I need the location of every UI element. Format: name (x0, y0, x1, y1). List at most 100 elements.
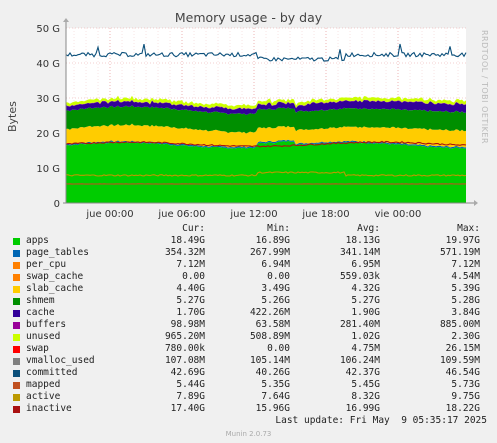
legend-value-max: 46.54G (445, 367, 480, 378)
legend-value-max: 885.00M (439, 319, 480, 330)
legend-value-avg: 4.32G (351, 283, 380, 294)
legend-value-max: 571.19M (439, 247, 480, 258)
legend-series-name: committed (26, 367, 78, 378)
area-buffers (66, 99, 466, 110)
legend-value-avg: 5.27G (351, 295, 380, 306)
legend-series-name: apps (26, 235, 49, 246)
legend-value-avg: 42.37G (345, 367, 380, 378)
legend-value-cur: 965.20M (164, 331, 205, 342)
legend-swatch (13, 370, 20, 377)
legend-value-cur: 107.08M (164, 355, 205, 366)
legend-series-name: swap_cache (26, 271, 84, 282)
legend-swatch (13, 286, 20, 293)
legend-value-avg: 1.90G (351, 307, 380, 318)
legend-value-max: 5.39G (451, 283, 480, 294)
legend-value-cur: 4.40G (176, 283, 205, 294)
legend-value-cur: 7.12M (176, 259, 205, 270)
legend-value-avg: 106.24M (339, 355, 380, 366)
legend-value-min: 63.58M (255, 319, 290, 330)
legend-series-name: shmem (26, 295, 55, 306)
legend-swatch (13, 322, 20, 329)
legend-value-cur: 42.69G (170, 367, 205, 378)
line-committed (65, 43, 467, 62)
legend-swatch (13, 262, 20, 269)
legend-value-avg: 4.75M (351, 343, 380, 354)
last-update: Last update: Fri May 9 05:35:17 2025 (275, 415, 487, 426)
y-axis-arrow (63, 18, 69, 22)
chart-title: Memory usage - by day (174, 10, 323, 25)
legend-value-min: 7.64G (261, 391, 290, 402)
y-tick-label: 40 G (36, 59, 60, 70)
area-cache (66, 100, 466, 115)
axes: 0 10 G 20 G 30 G 40 G 50 G jue 00:00 jue 06:00 j… (36, 18, 478, 220)
legend-value-min: 422.26M (249, 307, 290, 318)
x-tick-label: jue 00:00 (85, 209, 133, 220)
legend-series-name: page_tables (26, 247, 89, 258)
legend-value-max: 109.59M (439, 355, 480, 366)
legend-value-cur: 7.89G (176, 391, 205, 402)
legend-series-name: active (26, 391, 61, 402)
area-shmem (66, 105, 466, 134)
legend-value-cur: 0.00 (182, 271, 205, 282)
legend-value-avg: 5.45G (351, 379, 380, 390)
legend-value-avg: 281.40M (339, 319, 380, 330)
x-axis-arrow (474, 200, 478, 206)
legend-swatch (13, 238, 20, 245)
legend-swatch (13, 358, 20, 365)
legend-swatch (13, 382, 20, 389)
legend-value-max: 9.75G (451, 391, 480, 402)
rrdtool-watermark: RRDTOOL / TOBI OETIKER (480, 30, 489, 145)
legend-series-name: swap (26, 343, 49, 354)
legend-value-max: 26.15M (445, 343, 480, 354)
line-active (66, 171, 467, 177)
area-unused (66, 95, 466, 110)
stacked-areas (66, 95, 466, 203)
legend-swatch (13, 310, 20, 317)
legend-value-min: 508.89M (249, 331, 290, 342)
legend-swatch (13, 250, 20, 257)
x-tick-label: vie 00:00 (375, 209, 422, 220)
munin-version: Munin 2.0.73 (225, 430, 272, 438)
legend-value-cur: 1.70G (176, 307, 205, 318)
line-inactive (65, 140, 467, 148)
legend-value-avg: 6.95M (351, 259, 380, 270)
legend-value-min: 105.14M (249, 355, 290, 366)
legend-series-name: slab_cache (26, 283, 84, 294)
x-tick-label: jue 12:00 (229, 209, 277, 220)
legend-value-max: 19.97G (445, 235, 480, 246)
legend-swatch (13, 394, 20, 401)
area-apps (66, 140, 466, 203)
legend-value-cur: 18.49G (170, 235, 205, 246)
legend-series-name: per_cpu (26, 259, 67, 270)
legend-column-header: Min: (267, 223, 290, 234)
legend-column-header: Max: (457, 223, 480, 234)
legend-value-min: 16.89G (255, 235, 290, 246)
x-tick-label: jue 06:00 (157, 209, 205, 220)
y-tick-label: 0 (54, 199, 60, 210)
legend-value-avg: 341.14M (339, 247, 380, 258)
legend-swatch (13, 346, 20, 353)
y-tick-label: 10 G (36, 164, 60, 175)
legend-value-cur: 354.32M (164, 247, 205, 258)
legend-series-name: mapped (26, 379, 61, 390)
legend-value-max: 4.54M (451, 271, 480, 282)
legend-series-name: cache (26, 307, 55, 318)
legend-value-max: 18.22G (445, 403, 480, 414)
legend-value-max: 7.12M (451, 259, 480, 270)
legend-value-min: 5.26G (261, 295, 290, 306)
y-tick-label: 20 G (36, 129, 60, 140)
legend-swatch (13, 274, 20, 281)
legend-value-avg: 8.32G (351, 391, 380, 402)
legend-series-name: unused (26, 331, 61, 342)
legend-value-max: 2.30G (451, 331, 480, 342)
legend-value-min: 15.96G (255, 403, 290, 414)
series-lines (65, 43, 467, 185)
legend-series-name: vmalloc_used (26, 355, 95, 366)
legend-value-max: 5.73G (451, 379, 480, 390)
legend-series-name: inactive (26, 403, 72, 414)
legend-value-cur: 98.98M (170, 319, 205, 330)
legend-value-avg: 16.99G (345, 403, 380, 414)
legend-value-min: 40.26G (255, 367, 290, 378)
legend-value-cur: 17.40G (170, 403, 205, 414)
